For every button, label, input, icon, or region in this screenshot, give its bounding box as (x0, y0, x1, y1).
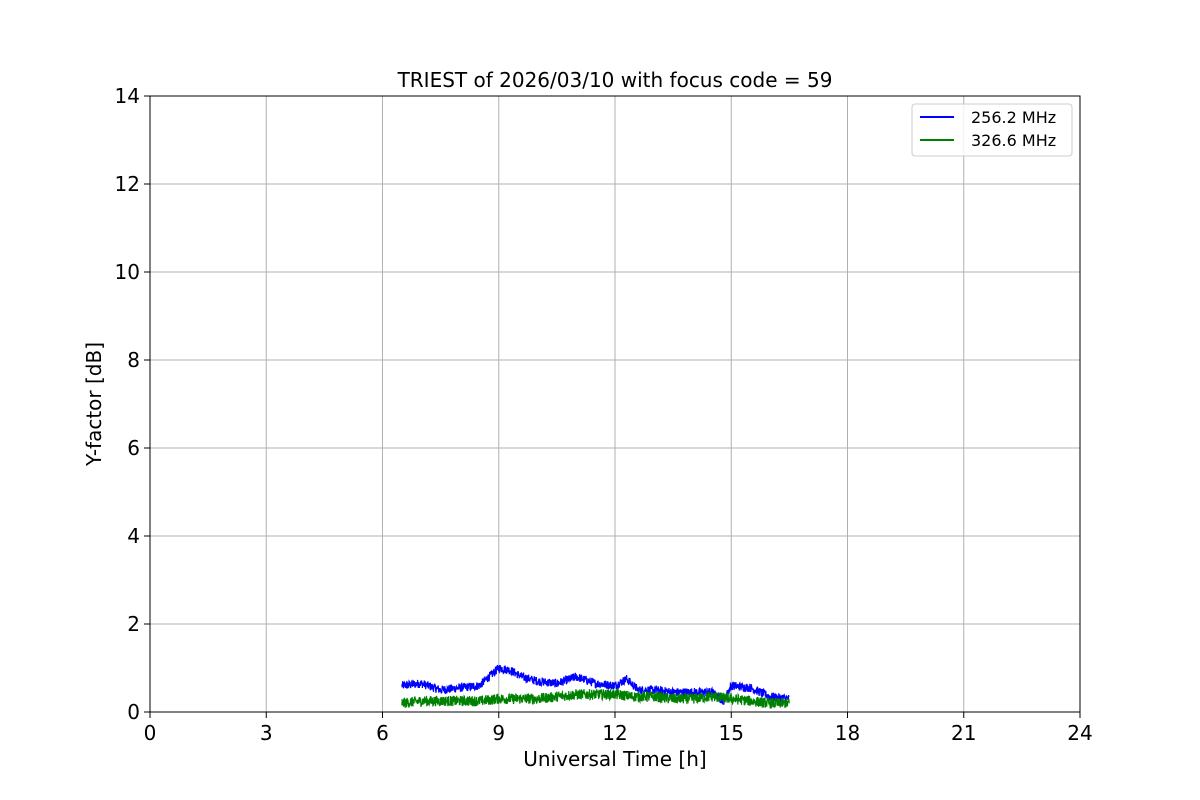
x-tick-label: 21 (951, 721, 976, 745)
legend-label-256mhz: 256.2 MHz (971, 108, 1056, 127)
x-tick-label: 18 (835, 721, 860, 745)
x-tick-label: 15 (719, 721, 744, 745)
y-tick-label: 14 (115, 84, 140, 108)
x-tick-label: 9 (492, 721, 505, 745)
y-tick-label: 6 (127, 436, 140, 460)
x-axis-label: Universal Time [h] (523, 747, 706, 771)
grid (149, 95, 1081, 713)
x-tick-label: 12 (602, 721, 627, 745)
y-tick-label: 2 (127, 612, 140, 636)
y-tick-label: 4 (127, 524, 140, 548)
legend: 256.2 MHz 326.6 MHz (911, 103, 1073, 157)
x-tick-label: 0 (144, 721, 157, 745)
y-tick-label: 8 (127, 348, 140, 372)
y-tick-label: 0 (127, 700, 140, 724)
y-axis-label: Y-factor [dB] (82, 342, 106, 467)
y-tick-label: 10 (115, 260, 140, 284)
x-tick-label: 6 (376, 721, 389, 745)
legend-label-326mhz: 326.6 MHz (971, 131, 1056, 150)
chart-title: TRIEST of 2026/03/10 with focus code = 5… (397, 68, 833, 92)
x-tick-label: 3 (260, 721, 273, 745)
y-tick-label: 12 (115, 172, 140, 196)
series-line-326mhz (401, 687, 790, 709)
x-tick-label: 24 (1067, 721, 1092, 745)
series-layer (401, 664, 790, 709)
